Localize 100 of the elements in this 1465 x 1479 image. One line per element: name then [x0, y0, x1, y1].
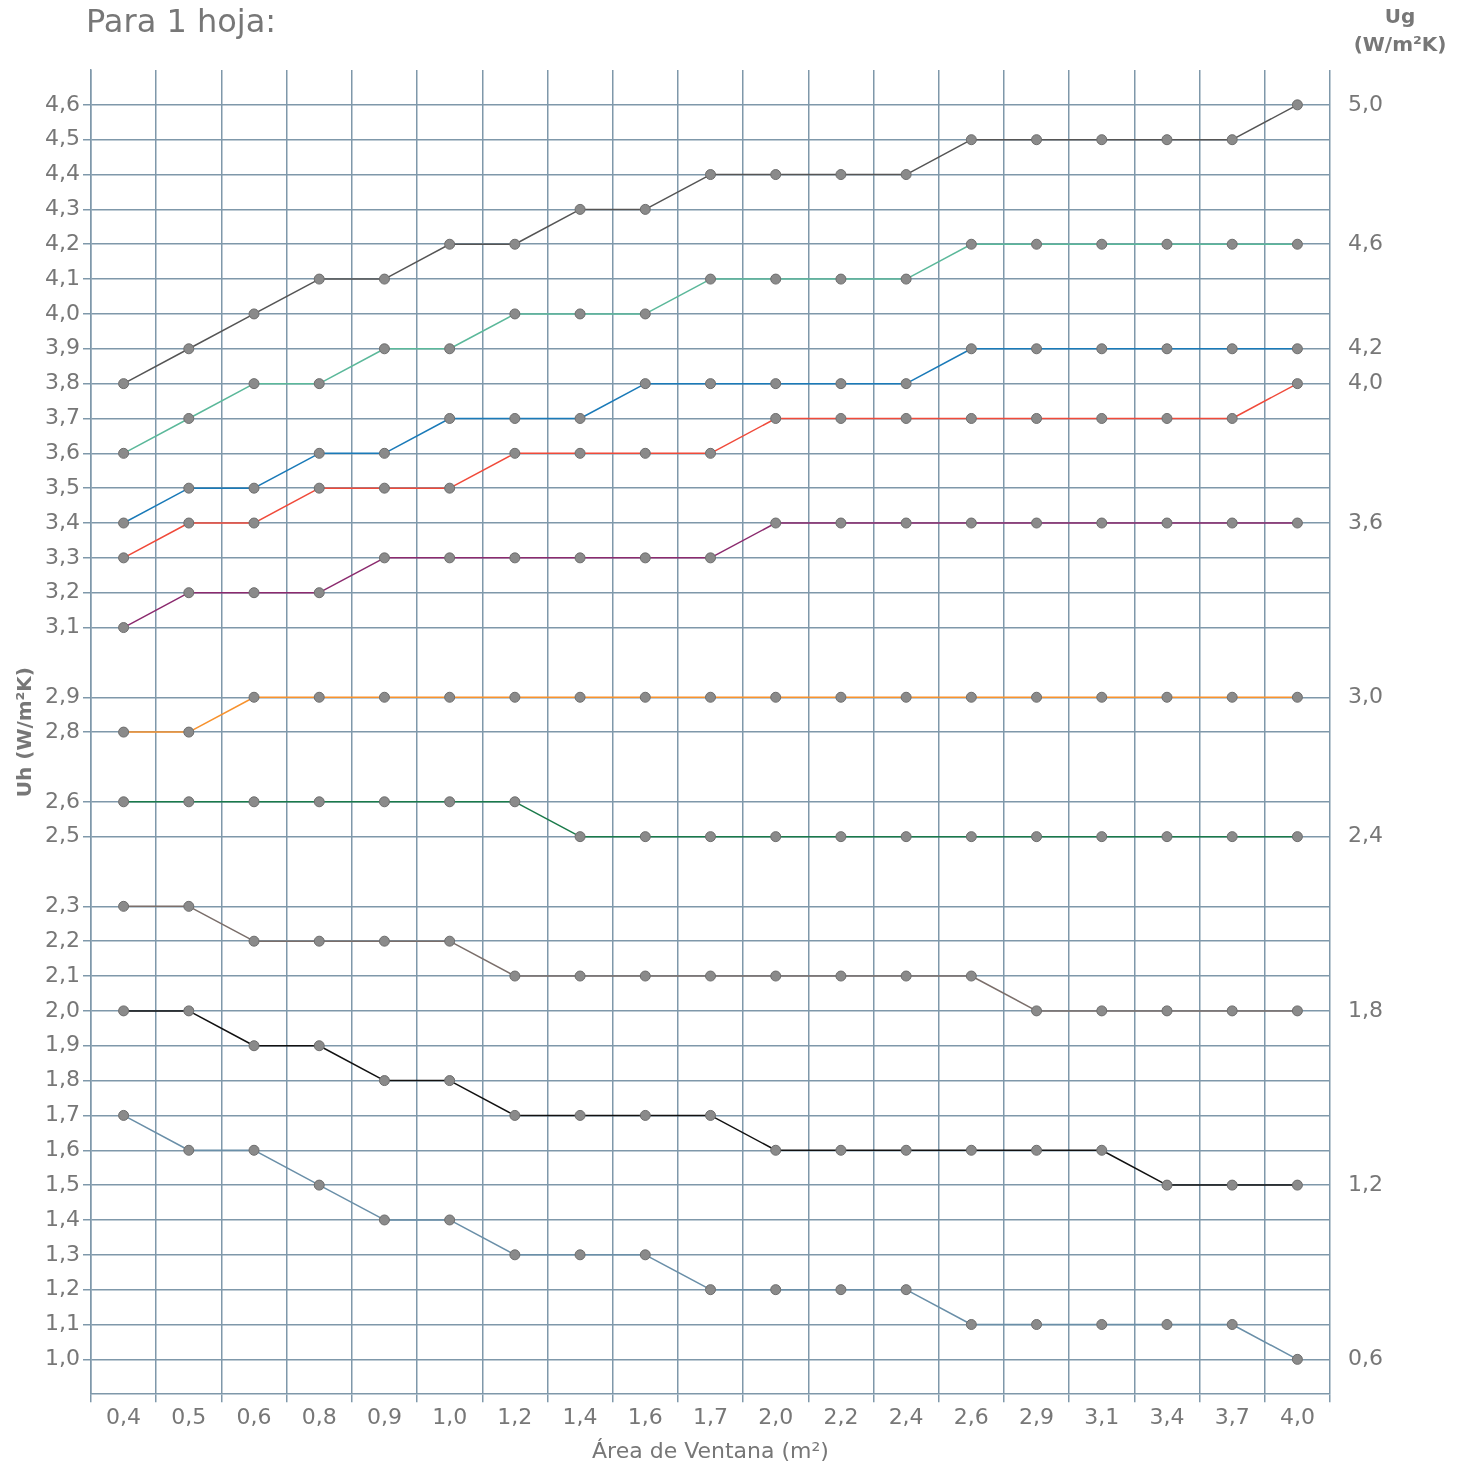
point — [1161, 1319, 1173, 1331]
point — [509, 1249, 521, 1261]
point — [704, 970, 716, 982]
point — [1291, 1005, 1303, 1017]
point — [509, 970, 521, 982]
point — [1096, 1319, 1108, 1331]
point — [378, 935, 390, 947]
y-tick-label: 2,5 — [44, 822, 80, 848]
y-tick-label: 4,4 — [44, 160, 80, 186]
point — [704, 1284, 716, 1296]
point — [313, 378, 325, 390]
point — [965, 970, 977, 982]
y-tick-label: 4,0 — [44, 299, 80, 325]
point — [965, 1319, 977, 1331]
point — [835, 273, 847, 285]
x-tick-label: 2,6 — [953, 1404, 989, 1430]
point — [1226, 134, 1238, 146]
point — [378, 273, 390, 285]
text: 3,6 — [1348, 508, 1383, 534]
point — [444, 343, 456, 355]
point — [770, 1284, 782, 1296]
text: 4,6 — [1348, 229, 1383, 255]
text: 4,2 — [1348, 334, 1383, 360]
point — [835, 1284, 847, 1296]
y-tick-label: 3,6 — [44, 439, 80, 465]
y-tick-label: 1,9 — [44, 1031, 80, 1057]
point — [248, 308, 260, 320]
point — [965, 238, 977, 250]
text: 5,0 — [1348, 90, 1383, 116]
point — [1096, 134, 1108, 146]
point — [1031, 134, 1043, 146]
point — [1031, 1005, 1043, 1017]
x-tick-label: 3,1 — [1084, 1404, 1120, 1430]
y-tick-label: 1,7 — [44, 1101, 80, 1127]
point — [704, 169, 716, 181]
y-tick-label: 2,8 — [44, 717, 80, 743]
y-tick-label: 1,5 — [44, 1170, 80, 1196]
x-tick-label: 0,6 — [236, 1404, 272, 1430]
y-tick-label: 3,5 — [44, 473, 80, 499]
point — [1291, 99, 1303, 111]
point — [378, 343, 390, 355]
y-tick-label: 1,6 — [44, 1135, 80, 1161]
point — [248, 1144, 260, 1156]
y-tick-label: 3,9 — [44, 334, 80, 360]
point — [118, 447, 130, 459]
y-tick-label: 1,2 — [44, 1275, 80, 1301]
y-tick-label: 2,2 — [44, 926, 80, 952]
point — [118, 378, 130, 390]
x-tick-label: 1,6 — [627, 1404, 663, 1430]
y-tick-label: 4,3 — [44, 195, 80, 221]
point — [900, 1284, 912, 1296]
point — [704, 273, 716, 285]
y-tick-label: 3,3 — [44, 543, 80, 569]
text: 1,8 — [1348, 996, 1383, 1022]
x-tick-label: 0,9 — [366, 1404, 402, 1430]
x-tick-label: 3,7 — [1214, 1404, 1250, 1430]
x-tick-label: 1,7 — [692, 1404, 728, 1430]
y-tick-label: 1,4 — [44, 1205, 80, 1231]
y-tick-label: 4,2 — [44, 229, 80, 255]
point — [835, 169, 847, 181]
point — [835, 970, 847, 982]
point — [183, 900, 195, 912]
x-tick-label: 2,0 — [758, 1404, 794, 1430]
y-tick-label: 2,3 — [44, 892, 80, 918]
point — [1031, 238, 1043, 250]
x-axis-title: Área de Ventana (m²) — [592, 1437, 829, 1463]
point — [248, 378, 260, 390]
x-tick-label: 4,0 — [1279, 1404, 1315, 1430]
x-tick-label: 2,4 — [888, 1404, 924, 1430]
y-tick-label: 1,8 — [44, 1066, 80, 1092]
chart-title: Para 1 hoja: — [86, 2, 277, 41]
point — [900, 273, 912, 285]
point — [1226, 1005, 1238, 1017]
point — [1096, 238, 1108, 250]
point — [900, 169, 912, 181]
point — [639, 970, 651, 982]
y-tick-label: 2,0 — [44, 996, 80, 1022]
x-tick-label: 3,4 — [1149, 1404, 1185, 1430]
y-tick-label: 4,6 — [44, 90, 80, 116]
x-tick-label: 0,5 — [171, 1404, 207, 1430]
point — [1226, 1319, 1238, 1331]
point — [965, 134, 977, 146]
point — [378, 1214, 390, 1226]
point — [183, 412, 195, 424]
point — [313, 935, 325, 947]
point — [1291, 1353, 1303, 1365]
y-tick-label: 4,1 — [44, 264, 80, 290]
point — [183, 343, 195, 355]
y-tick-label: 1,1 — [44, 1310, 80, 1336]
y-tick-label: 2,6 — [44, 787, 80, 813]
text: 3,0 — [1348, 682, 1383, 708]
x-tick-label: 0,8 — [301, 1404, 337, 1430]
point — [313, 273, 325, 285]
point — [900, 970, 912, 982]
y-tick-label: 3,1 — [44, 613, 80, 639]
x-tick-label: 1,0 — [432, 1404, 468, 1430]
point — [248, 935, 260, 947]
y-tick-label: 3,8 — [44, 369, 80, 395]
point — [639, 308, 651, 320]
y-tick-label: 3,2 — [44, 578, 80, 604]
